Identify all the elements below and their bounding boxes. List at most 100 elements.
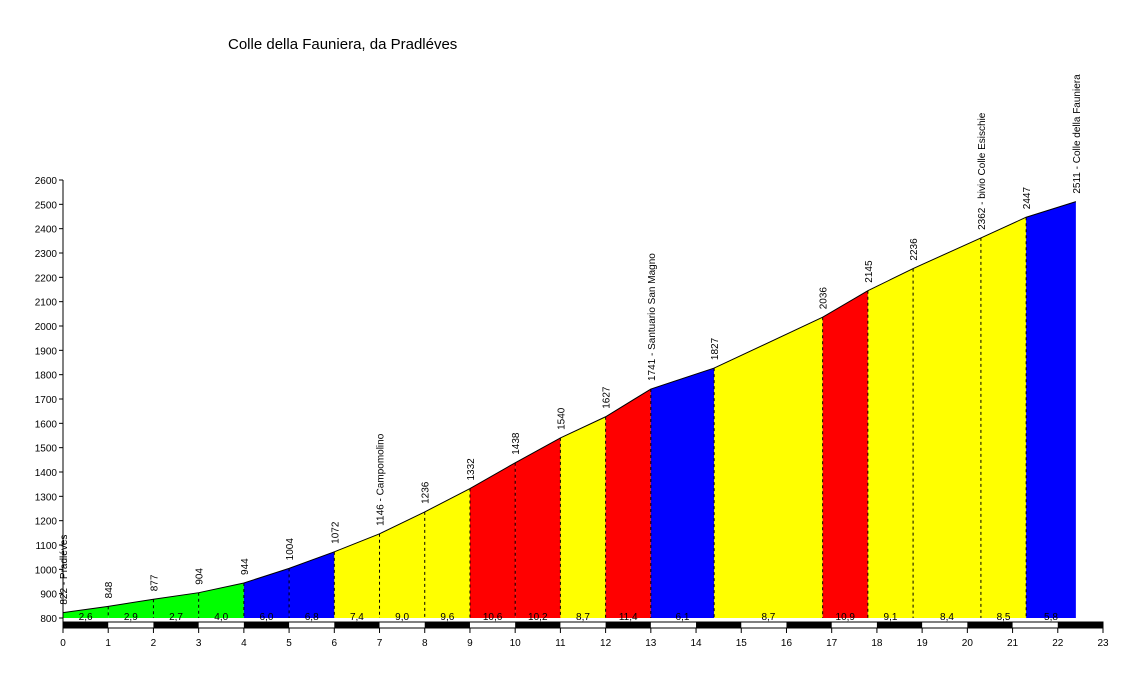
gradient-label: 8,4 [940, 612, 954, 623]
y-tick-label: 2300 [35, 249, 58, 260]
km-bar-block [605, 622, 651, 628]
x-tick-label: 13 [645, 638, 657, 649]
x-tick-label: 22 [1052, 638, 1064, 649]
gradient-label: 4,0 [214, 612, 228, 623]
segment-17 [867, 268, 914, 618]
profile-segments [62, 201, 1077, 619]
km-bar-block [153, 622, 199, 628]
y-tick-label: 900 [40, 590, 57, 601]
km-bar-block [243, 622, 290, 628]
altitude-label: 1741 - Santuario San Magno [647, 253, 658, 381]
y-tick-label: 1900 [35, 346, 58, 357]
x-tick-label: 19 [917, 638, 929, 649]
x-axis-ticks: 0 1 2 3 4 5 6 7 8 9 10 11 12 13 14 15 16 17 18 19 20 21 22 23 [60, 628, 1109, 649]
gradient-label: 7,4 [350, 612, 364, 623]
altitude-label: 1072 [330, 521, 341, 544]
gradient-label: 6,8 [305, 612, 319, 623]
chart-title: Colle della Fauniera, da Pradléves [228, 36, 457, 53]
x-tick-label: 5 [286, 638, 292, 649]
x-tick-label: 14 [690, 638, 702, 649]
altitude-label: 848 [104, 581, 115, 598]
altitude-label: 1004 [285, 538, 296, 561]
y-tick-label: 2400 [35, 225, 58, 236]
altitude-label: 2036 [819, 287, 830, 310]
x-tick-label: 4 [241, 638, 247, 649]
segment-1 [63, 606, 109, 618]
gradient-labels: 2,6 2,9 2,7 4,0 6,0 6,8 7,4 9,0 9,6 10,6 10,2 8,7 11… [79, 612, 1059, 623]
gradient-label: 8,5 [997, 612, 1011, 623]
y-tick-label: 1100 [35, 541, 57, 552]
x-tick-label: 20 [962, 638, 974, 649]
x-tick-label: 8 [422, 638, 428, 649]
altitude-label: 2447 [1022, 187, 1033, 210]
x-tick-label: 12 [600, 638, 612, 649]
gradient-label: 10,2 [528, 612, 548, 623]
km-bar-block [876, 622, 923, 628]
km-bar-block [424, 622, 470, 628]
x-tick-label: 10 [510, 638, 522, 649]
altitude-label: 1146 - Campomolino [376, 433, 387, 526]
segment-16 [822, 290, 868, 618]
altitude-label: 1627 [602, 386, 613, 409]
y-tick-label: 1400 [35, 468, 58, 479]
x-tick-label: 2 [151, 638, 157, 649]
gradient-label: 11,4 [619, 612, 638, 623]
km-bar-block [334, 622, 380, 628]
x-tick-label: 23 [1097, 638, 1109, 649]
gradient-label: 8,7 [576, 612, 590, 623]
y-tick-label: 2500 [35, 200, 58, 211]
gradient-label: 10,6 [483, 612, 503, 623]
km-bar-block [967, 622, 1013, 628]
y-tick-label: 1600 [35, 419, 58, 430]
segment-12 [560, 416, 606, 618]
altitude-label: 2511 - Colle della Fauniera [1072, 74, 1083, 194]
altitude-label: 904 [195, 568, 206, 585]
segment-15 [714, 317, 823, 618]
km-bar-block [786, 622, 832, 628]
altitude-label: 1236 [421, 481, 432, 504]
x-tick-label: 9 [467, 638, 473, 649]
segment-3 [153, 592, 199, 618]
segment-6 [289, 551, 335, 618]
altitude-label: 2236 [909, 238, 920, 261]
km-bar-block [1057, 622, 1103, 628]
x-tick-label: 16 [781, 638, 793, 649]
segment-5 [243, 568, 290, 618]
x-tick-label: 18 [871, 638, 883, 649]
km-bar-block [515, 622, 561, 628]
altitude-label: 944 [240, 558, 251, 575]
segment-19 [980, 217, 1027, 619]
segment-10 [469, 462, 516, 618]
segment-13 [605, 389, 651, 618]
y-tick-label: 2100 [35, 298, 58, 309]
y-tick-label: 1200 [35, 517, 58, 528]
segment-4 [198, 582, 244, 618]
x-tick-label: 1 [105, 638, 111, 649]
y-tick-label: 2200 [35, 273, 58, 284]
altitude-label: 1332 [466, 458, 477, 481]
segment-9 [424, 488, 470, 618]
kilometer-bar [62, 621, 1104, 629]
altitude-label: 822 - Pradléves [59, 535, 70, 605]
x-tick-label: 21 [1007, 638, 1019, 649]
y-tick-label: 2000 [35, 322, 58, 333]
segment-14 [650, 368, 715, 618]
gradient-label: 10,9 [836, 612, 856, 623]
gradient-label: 5,8 [1044, 612, 1058, 623]
x-tick-label: 11 [555, 638, 566, 649]
altitude-label: 1540 [556, 407, 567, 430]
segment-dividers [107, 217, 1027, 618]
altitude-label: 2145 [864, 260, 875, 283]
segment-8 [379, 511, 425, 618]
gradient-label: 2,7 [169, 612, 183, 623]
y-tick-label: 1300 [35, 492, 58, 503]
km-bar-block [63, 622, 109, 628]
y-tick-label: 2600 [35, 176, 58, 187]
y-tick-label: 1700 [35, 395, 58, 406]
altitude-label: 877 [149, 574, 160, 591]
km-bar-block [696, 622, 742, 628]
altitude-label: 2362 - bivio Colle Esischie [977, 112, 988, 230]
segment-11 [515, 437, 561, 618]
segment-18 [913, 237, 981, 618]
